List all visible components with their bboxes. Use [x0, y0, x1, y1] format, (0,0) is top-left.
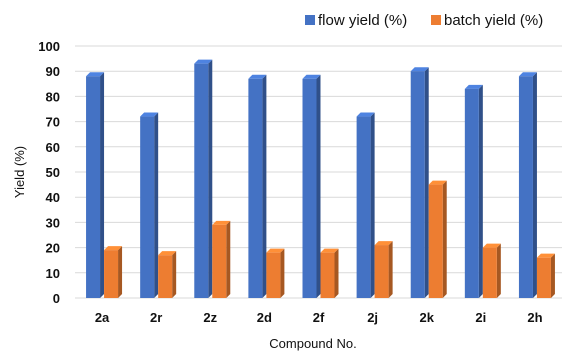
- bar-flow-2h: [518, 72, 537, 299]
- y-axis-title: Yield (%): [12, 146, 27, 198]
- y-tick-80: 80: [46, 89, 60, 104]
- bar-flow-2f: [302, 74, 321, 298]
- y-tick-30: 30: [46, 215, 60, 230]
- bar-batch-2j: [374, 241, 393, 298]
- x-axis-title: Compound No.: [269, 336, 356, 351]
- bar-flow-2j: [356, 112, 375, 298]
- y-tick-0: 0: [53, 291, 60, 306]
- x-tick-2j: 2j: [367, 310, 378, 325]
- y-tick-70: 70: [46, 115, 60, 130]
- bar-flow-2a: [86, 72, 105, 299]
- x-tick-labels: 2a 2r 2z 2d 2f 2j 2k 2i 2h: [95, 310, 543, 325]
- bar-batch-2f: [320, 248, 339, 298]
- legend-label-flow: flow yield (%): [318, 12, 407, 29]
- bar-flow-2k: [410, 67, 429, 298]
- x-tick-2d: 2d: [257, 310, 272, 325]
- bar-batch-2r: [158, 251, 177, 298]
- bar-batch-2a: [104, 246, 123, 298]
- x-tick-2h: 2h: [527, 310, 542, 325]
- x-tick-2a: 2a: [95, 310, 110, 325]
- x-tick-2r: 2r: [150, 310, 162, 325]
- x-tick-2z: 2z: [203, 310, 217, 325]
- y-tick-20: 20: [46, 241, 60, 256]
- y-tick-10: 10: [46, 266, 60, 281]
- bar-batch-2d: [266, 248, 285, 298]
- bars: [86, 59, 555, 299]
- x-tick-2k: 2k: [419, 310, 434, 325]
- y-tick-100: 100: [38, 39, 60, 54]
- bar-batch-2i: [482, 243, 501, 298]
- x-tick-2f: 2f: [313, 310, 325, 325]
- y-tick-90: 90: [46, 64, 60, 79]
- legend: flow yield (%) batch yield (%): [305, 12, 543, 29]
- legend-label-batch: batch yield (%): [444, 12, 543, 29]
- legend-swatch-batch: [431, 15, 441, 25]
- bar-batch-2z: [212, 220, 231, 298]
- bar-flow-2d: [248, 74, 267, 298]
- y-tick-labels: 0 10 20 30 40 50 60 70 80 90 100: [38, 39, 60, 306]
- legend-swatch-flow: [305, 15, 315, 25]
- bar-batch-2k: [428, 180, 447, 298]
- bar-flow-2i: [464, 84, 483, 298]
- y-tick-40: 40: [46, 190, 60, 205]
- bar-flow-2z: [194, 59, 213, 298]
- y-tick-60: 60: [46, 140, 60, 155]
- bar-flow-2r: [140, 112, 159, 298]
- bar-batch-2h: [536, 253, 555, 298]
- y-tick-50: 50: [46, 165, 60, 180]
- x-tick-2i: 2i: [475, 310, 486, 325]
